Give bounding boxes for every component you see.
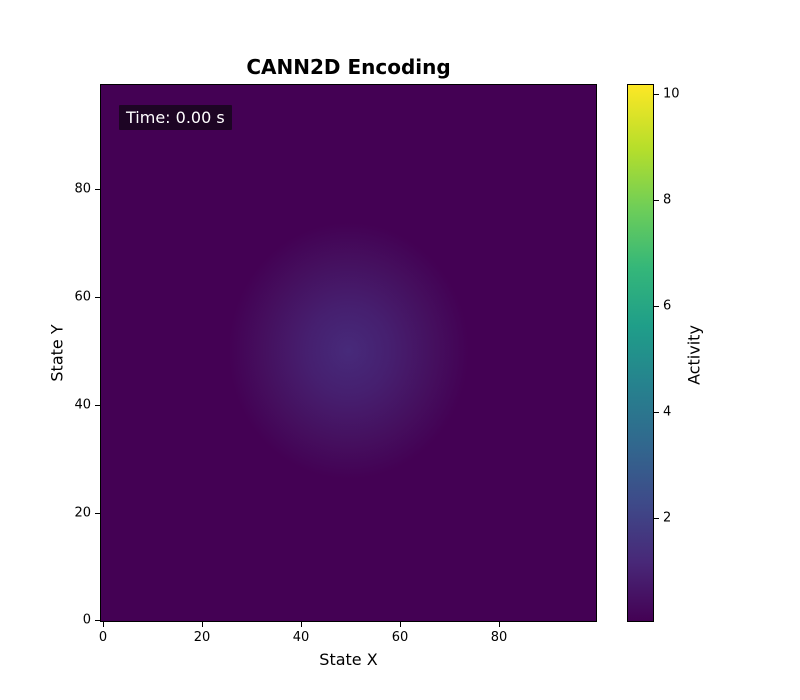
time-annotation: Time: 0.00 s — [119, 105, 232, 130]
colorbar-label: Activity — [684, 325, 704, 385]
x-tick-mark — [202, 622, 203, 627]
colorbar-tick-label: 4 — [663, 404, 672, 420]
y-tick-mark — [95, 513, 100, 514]
x-tick-mark — [301, 622, 302, 627]
x-tick-label: 80 — [490, 630, 508, 645]
x-tick-label: 60 — [391, 630, 409, 645]
y-tick-label: 20 — [74, 505, 91, 521]
y-tick-label: 40 — [74, 397, 91, 413]
colorbar-tick-mark — [654, 200, 659, 201]
x-tick-label: 40 — [292, 630, 310, 645]
y-tick-label: 80 — [74, 181, 91, 197]
x-tick-label: 0 — [98, 630, 108, 645]
colorbar-tick-label: 8 — [663, 192, 672, 208]
x-tick-mark — [499, 622, 500, 627]
chart-title: CANN2D Encoding — [246, 55, 451, 79]
y-tick-label: 60 — [74, 289, 91, 305]
x-tick-mark — [400, 622, 401, 627]
x-axis-label: State X — [319, 650, 378, 669]
colorbar-tick-label: 10 — [663, 86, 680, 102]
colorbar-tick-mark — [654, 518, 659, 519]
x-tick-label: 20 — [193, 630, 211, 645]
y-tick-mark — [95, 620, 100, 621]
colorbar-tick-mark — [654, 94, 659, 95]
colorbar-tick-mark — [654, 412, 659, 413]
y-tick-mark — [95, 405, 100, 406]
y-tick-mark — [95, 189, 100, 190]
y-tick-mark — [95, 297, 100, 298]
colorbar-tick-label: 6 — [663, 298, 672, 314]
colorbar-tick-mark — [654, 306, 659, 307]
y-tick-label: 0 — [82, 612, 91, 628]
x-tick-mark — [103, 622, 104, 627]
heatmap-plot-area: Time: 0.00 s — [100, 84, 597, 622]
colorbar — [627, 84, 654, 622]
y-axis-label: State Y — [47, 324, 67, 382]
colorbar-tick-label: 2 — [663, 510, 672, 526]
